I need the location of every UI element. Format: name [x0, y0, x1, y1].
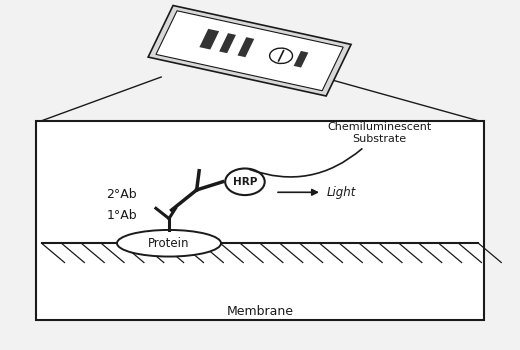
Polygon shape [156, 11, 343, 91]
Text: Light: Light [327, 186, 357, 199]
Polygon shape [199, 29, 219, 49]
Text: Protein: Protein [148, 237, 190, 250]
Text: 1°Ab: 1°Ab [107, 209, 137, 223]
Circle shape [225, 168, 265, 195]
Text: Chemiluminescent
Substrate: Chemiluminescent Substrate [328, 122, 432, 144]
Text: HRP: HRP [233, 177, 257, 187]
Text: 2°Ab: 2°Ab [107, 188, 137, 201]
Circle shape [270, 48, 293, 63]
Polygon shape [148, 6, 351, 96]
Text: Membrane: Membrane [227, 305, 293, 318]
Polygon shape [238, 37, 254, 57]
Polygon shape [219, 33, 236, 53]
Ellipse shape [117, 230, 221, 257]
Polygon shape [294, 51, 308, 68]
FancyBboxPatch shape [36, 121, 484, 320]
